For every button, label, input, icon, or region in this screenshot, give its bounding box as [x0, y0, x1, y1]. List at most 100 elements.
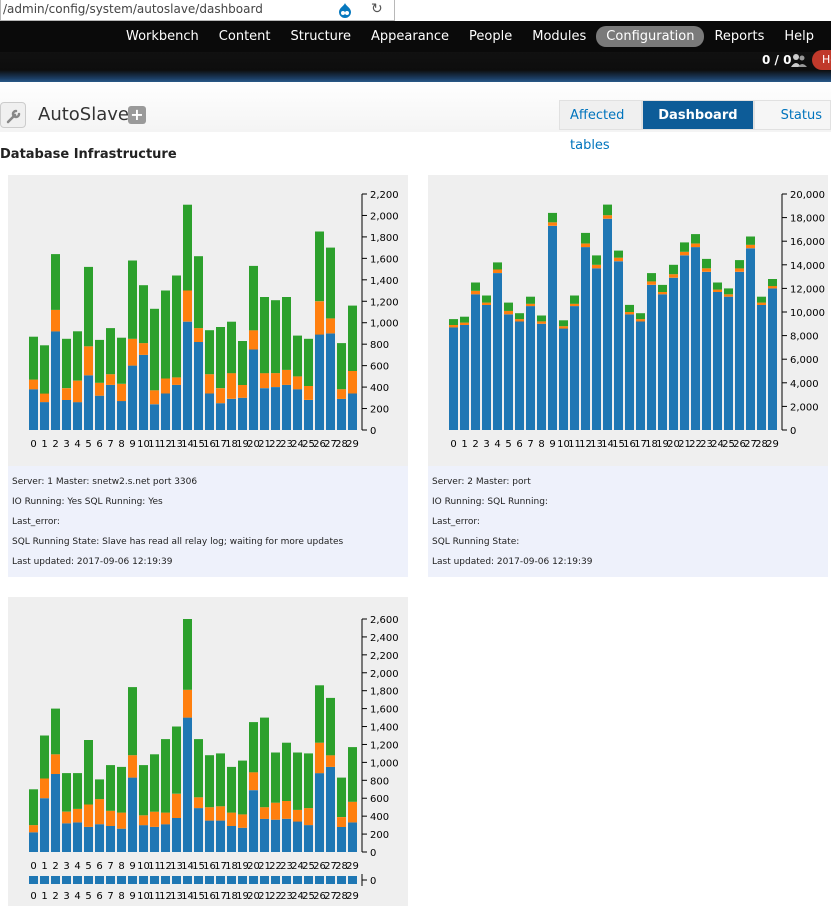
bar-orange-4: [73, 380, 82, 403]
url-text[interactable]: /admin/config/system/autoslave/dashboard: [3, 2, 263, 16]
wrench-icon[interactable]: [0, 102, 26, 128]
add-shortcut-button[interactable]: +: [128, 106, 146, 124]
tab-dashboard[interactable]: Dashboard: [642, 100, 754, 130]
url-bar[interactable]: /admin/config/system/autoslave/dashboard…: [0, 0, 395, 21]
bar-orange-29: [768, 286, 777, 289]
y-tick-label: 200: [370, 405, 389, 416]
bar-orange-13: [172, 377, 181, 385]
bar-green-15: [614, 250, 623, 258]
bar-orange-15: [194, 328, 203, 342]
bar-orange-24: [293, 809, 302, 822]
x-tick-label: 16: [203, 861, 216, 872]
bar-green-13: [172, 275, 181, 378]
bar-orange-6: [95, 799, 104, 825]
bar-green-2: [51, 708, 60, 755]
x-tick-label: 9: [549, 439, 555, 450]
mini-bar-18: [227, 876, 236, 884]
bar-blue-25: [724, 296, 733, 430]
bar-green-19: [238, 760, 247, 815]
menu-help[interactable]: Help: [784, 29, 814, 44]
chart-panel-1: 0 1 2 3 4 5 6 7 8 9 10 11 12 13 14 15 16 17 18 19 20 21 22 23 24…: [8, 175, 408, 466]
x-tick-label: 27: [324, 861, 337, 872]
bar-blue-16: [205, 393, 214, 430]
bar-orange-14: [183, 689, 192, 718]
bar-orange-29: [348, 371, 357, 394]
bar-blue-9: [128, 777, 137, 852]
menu-reports[interactable]: Reports: [714, 29, 765, 44]
x-tick-label: 23: [700, 439, 713, 450]
x-tick-label: 10: [557, 439, 570, 450]
x-tick-label: 3: [63, 439, 69, 450]
bar-blue-5: [84, 375, 93, 430]
menu-people[interactable]: People: [469, 29, 513, 44]
bar-green-27: [326, 697, 335, 756]
x-tick-label: 25: [302, 891, 315, 902]
bar-orange-21: [260, 807, 269, 819]
bar-green-17: [216, 753, 225, 807]
y-tick-label: 200: [370, 830, 389, 841]
bar-blue-0: [29, 832, 38, 852]
bar-green-12: [161, 290, 170, 379]
x-tick-label: 2: [472, 439, 478, 450]
x-tick-label: 27: [324, 439, 337, 450]
x-tick-label: 1: [41, 891, 47, 902]
x-tick-label: 4: [74, 439, 80, 450]
bar-blue-23: [282, 384, 291, 430]
bar-orange-25: [724, 294, 733, 297]
menu-structure[interactable]: Structure: [290, 29, 351, 44]
tab-affected-tables[interactable]: Affected tables: [559, 100, 643, 153]
x-tick-label: 1: [41, 439, 47, 450]
bar-blue-19: [658, 294, 667, 430]
bar-green-24: [713, 282, 722, 290]
bar-orange-14: [603, 215, 612, 219]
bar-green-5: [84, 740, 93, 805]
hello-user-button[interactable]: He: [812, 50, 831, 70]
x-tick-label: 4: [74, 861, 80, 872]
bar-orange-14: [183, 290, 192, 322]
people-icon[interactable]: [790, 52, 808, 68]
bar-blue-6: [95, 824, 104, 852]
y-tick-label: 800: [370, 340, 389, 351]
bar-blue-22: [271, 387, 280, 430]
menu-content[interactable]: Content: [218, 29, 271, 44]
x-tick-label: 5: [505, 439, 511, 450]
bar-green-9: [128, 687, 137, 756]
bar-green-26: [315, 231, 324, 302]
bar-green-13: [592, 255, 601, 265]
bar-orange-15: [194, 797, 203, 809]
x-tick-label: 8: [118, 891, 124, 902]
x-tick-label: 9: [129, 439, 135, 450]
bar-orange-23: [282, 800, 291, 819]
menu-workbench[interactable]: Workbench: [126, 29, 199, 44]
bar-green-7: [106, 328, 115, 375]
y-tick-label: 0: [370, 426, 376, 437]
bar-blue-24: [293, 821, 302, 852]
x-tick-label: 9: [129, 861, 135, 872]
bar-orange-2: [51, 309, 60, 332]
menu-modules[interactable]: Modules: [532, 29, 587, 44]
x-tick-label: 23: [280, 861, 293, 872]
bar-orange-25: [304, 808, 313, 826]
y-tick-label: 1,200: [370, 297, 399, 308]
mini-bar-27: [326, 876, 335, 884]
bar-blue-4: [73, 822, 82, 852]
menu-configuration[interactable]: Configuration: [596, 26, 705, 47]
menu-appearance[interactable]: Appearance: [370, 29, 450, 44]
bar-blue-21: [260, 388, 269, 430]
y-tick-label: 1,600: [370, 705, 399, 716]
reload-icon[interactable]: ↻: [371, 1, 383, 17]
bar-green-0: [29, 336, 38, 380]
bar-green-13: [172, 726, 181, 794]
y-tick-label: 1,200: [370, 740, 399, 751]
bar-blue-23: [702, 271, 711, 430]
y-tick-label: 1,400: [370, 723, 399, 734]
bar-orange-7: [526, 303, 535, 307]
tab-status[interactable]: Status: [753, 100, 831, 130]
bar-green-7: [526, 296, 535, 304]
y-tick-label: 0: [370, 876, 376, 887]
mini-bar-26: [315, 876, 324, 884]
bar-blue-7: [106, 826, 115, 852]
x-tick-label: 12: [159, 439, 172, 450]
bar-blue-27: [746, 248, 755, 430]
bar-orange-6: [515, 319, 524, 322]
